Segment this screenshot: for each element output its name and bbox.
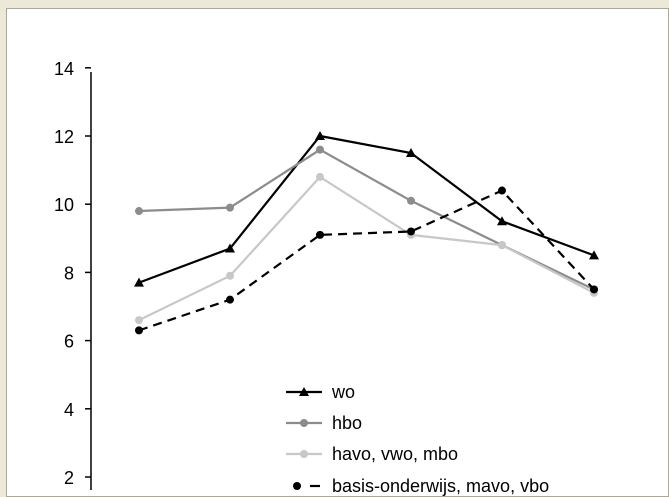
data-point (316, 230, 324, 239)
legend-label: havo, vwo, mbo (332, 444, 458, 464)
legend: wo hbo havo, vwo, mbo basis-onderwijs, mavo… (286, 382, 549, 496)
series-2 (135, 172, 598, 325)
y-tick-label: 10 (54, 195, 74, 215)
data-point (135, 316, 143, 325)
data-point (316, 172, 324, 181)
series-line (138, 175, 595, 322)
legend-marker (299, 387, 309, 396)
data-point (590, 285, 598, 294)
legend-marker (293, 482, 301, 490)
y-axis-ticks: 2 4 6 8 10 12 14 (54, 59, 91, 488)
data-point (589, 250, 599, 260)
data-point (498, 186, 506, 195)
data-point (135, 326, 143, 335)
legend-item: havo, vwo, mbo (286, 444, 458, 464)
data-point (406, 148, 416, 158)
data-point (315, 131, 325, 140)
y-tick-label: 14 (54, 59, 74, 79)
series-line (138, 134, 595, 284)
y-tick-label: 2 (64, 468, 74, 488)
data-point (497, 216, 507, 226)
data-point (226, 295, 234, 304)
legend-item: hbo (286, 413, 362, 433)
series-0 (134, 131, 599, 287)
series-line (138, 148, 595, 291)
series-3 (135, 186, 598, 335)
legend-label: wo (331, 382, 355, 402)
data-point (134, 277, 144, 287)
data-point (498, 241, 506, 250)
y-tick-label: 6 (64, 332, 74, 352)
legend-item: basis-onderwijs, mavo, vbo (293, 476, 549, 496)
series-line (138, 189, 595, 332)
legend-label: basis-onderwijs, mavo, vbo (332, 476, 549, 496)
y-tick-label: 8 (64, 263, 74, 283)
legend-label: hbo (332, 413, 362, 433)
data-point (226, 271, 234, 280)
legend-item: wo (286, 382, 355, 402)
legend-marker (300, 419, 308, 427)
data-point (407, 227, 415, 236)
y-tick-label: 4 (64, 400, 74, 420)
data-point (225, 243, 235, 253)
y-tick-label: 12 (54, 127, 74, 147)
legend-marker (300, 450, 308, 458)
data-point (226, 203, 234, 212)
data-point (135, 207, 143, 216)
data-point (316, 145, 324, 154)
data-point (407, 196, 415, 205)
series-lines (134, 131, 599, 335)
